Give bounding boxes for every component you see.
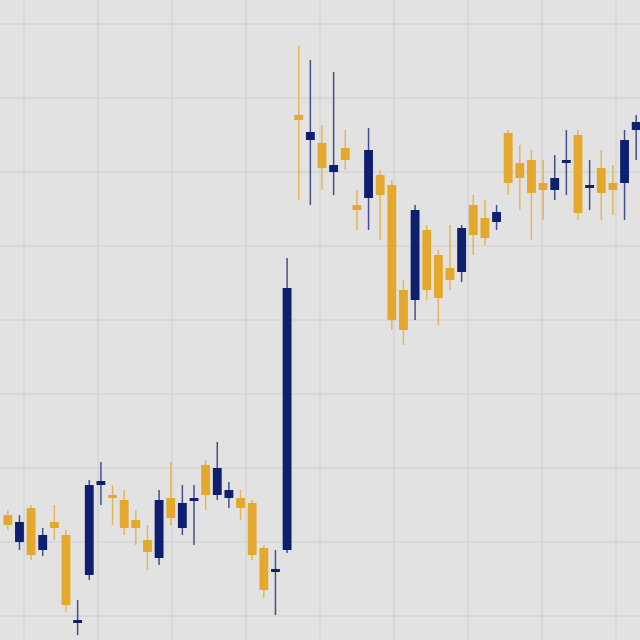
candle-body [294,115,304,120]
candle-body [445,268,455,280]
candle-body [585,185,595,188]
candle-body [247,503,257,555]
candle-body [503,133,513,183]
candle-body [271,569,280,572]
candle-body [410,210,420,300]
candle-body [527,160,536,193]
candle-body [61,535,71,605]
candle-body [620,140,629,183]
candle-body [49,522,59,528]
candle-body [387,185,397,320]
candle-body [26,508,36,555]
candle-body [3,515,13,525]
candle-body [538,183,548,190]
candle-body [201,465,211,495]
candle-body [131,520,141,528]
candle-body [399,290,408,330]
candle-body [340,148,350,160]
candle-body [38,535,48,550]
candle-body [631,122,640,130]
candle-body [84,485,94,575]
candle-body [166,498,176,518]
candle-body [422,230,432,290]
candle-body [154,500,164,558]
candle-body [364,150,373,198]
candle-body [480,218,490,238]
candle-body [236,498,245,508]
candle-body [73,620,83,623]
candle-body [317,143,327,168]
candle-body [282,288,292,550]
candle-body [15,522,24,542]
candle-body [468,205,478,235]
candle-body [457,228,467,272]
candle-body [143,540,152,552]
candle-body [492,212,501,222]
candle-body [259,548,269,590]
candle-body [177,503,187,528]
candle-body [596,168,606,193]
candle-body [352,205,362,210]
candle-body [433,255,443,298]
candle-body [375,175,385,195]
candle-body [189,498,199,501]
candle-body [608,183,618,190]
candle-body [119,500,129,528]
candle-body [96,481,106,485]
candle-body [212,468,222,495]
candle-body [329,165,339,172]
candle-body [550,178,560,190]
candle-body [573,135,583,213]
candle-body [561,160,571,163]
candle-body [515,163,525,178]
candle-body [224,490,234,498]
candle-body [108,495,117,498]
candle-body [305,132,315,140]
